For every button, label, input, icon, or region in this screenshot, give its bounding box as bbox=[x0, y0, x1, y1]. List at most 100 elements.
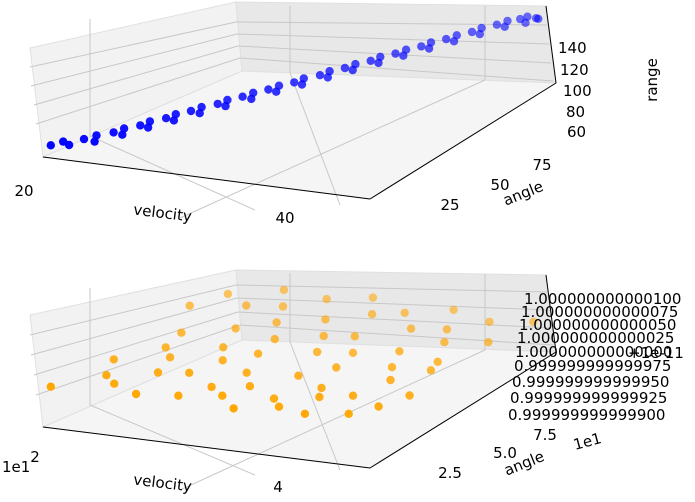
scatter-point bbox=[317, 383, 326, 393]
top-ytick-25: 25 bbox=[440, 196, 459, 214]
scatter-point bbox=[484, 338, 493, 347]
scatter-point bbox=[426, 366, 436, 375]
top-ytick-50: 50 bbox=[490, 176, 509, 194]
scatter-point bbox=[367, 310, 377, 319]
scatter-point bbox=[186, 106, 196, 116]
scatter-point bbox=[529, 317, 538, 327]
scatter-point bbox=[348, 348, 358, 357]
scatter-point bbox=[442, 34, 451, 44]
bottom-ztick-1: 0.999999999999925 bbox=[510, 389, 667, 407]
scatter-point bbox=[344, 409, 353, 418]
scatter-point bbox=[253, 349, 263, 358]
scatter-point bbox=[272, 87, 281, 96]
scatter-point bbox=[46, 141, 55, 150]
scatter-point bbox=[185, 301, 194, 310]
bottom-scatter-points bbox=[46, 285, 538, 418]
scatter-point bbox=[294, 371, 303, 380]
scatter-point bbox=[405, 391, 414, 400]
bottom-back-pane bbox=[235, 269, 557, 353]
scatter-point bbox=[207, 382, 216, 392]
scatter-point bbox=[143, 123, 153, 132]
scatter-point bbox=[269, 394, 279, 403]
scatter-point bbox=[348, 391, 358, 400]
top-ztick-100: 100 bbox=[563, 82, 592, 100]
scatter-point bbox=[64, 140, 74, 150]
scatter-point bbox=[321, 315, 330, 324]
scatter-point bbox=[131, 389, 141, 399]
bottom-ztick-6: 1.000000000000050 bbox=[519, 316, 676, 334]
scatter-point bbox=[102, 371, 111, 380]
scatter-point bbox=[242, 368, 251, 377]
scatter-point bbox=[475, 29, 484, 39]
scatter-point bbox=[90, 137, 99, 146]
scatter-point bbox=[374, 402, 383, 411]
scatter-point bbox=[332, 363, 341, 372]
scatter-point bbox=[223, 289, 233, 299]
scatter-point bbox=[109, 355, 119, 364]
scatter-point bbox=[366, 56, 375, 65]
scatter-point bbox=[449, 305, 458, 314]
scatter-point bbox=[399, 51, 408, 60]
scatter-point bbox=[110, 379, 119, 388]
scatter-point bbox=[340, 63, 350, 73]
bottom-xtick-4: 4 bbox=[273, 478, 283, 496]
scatter-point bbox=[274, 402, 284, 411]
scatter-point bbox=[387, 363, 397, 372]
top-ztick-80: 80 bbox=[566, 103, 585, 121]
scatter-point bbox=[534, 14, 543, 23]
bottom-ytick-7.5: 7.5 bbox=[533, 426, 557, 444]
scatter-point bbox=[315, 392, 324, 402]
scatter-point bbox=[391, 49, 400, 58]
scatter-point bbox=[400, 308, 409, 317]
scatter-point bbox=[272, 318, 281, 327]
bottom-ztick-2: 0.999999999999950 bbox=[512, 373, 669, 391]
scatter-point bbox=[350, 332, 359, 341]
bottom-xtick-2: 2 bbox=[30, 448, 40, 466]
scatter-point bbox=[442, 325, 452, 334]
scatter-point bbox=[322, 294, 331, 304]
scatter-point bbox=[500, 22, 509, 31]
scatter-point bbox=[219, 343, 228, 352]
scatter-point bbox=[264, 85, 273, 94]
top-ztick-120: 120 bbox=[560, 61, 589, 79]
scatter-point bbox=[313, 347, 322, 357]
bottom-z-offset: +1e-11 bbox=[628, 344, 684, 362]
bottom-axes: 1e1 2 4 velocity 2.5 5.0 7.5 angle 1e1 0… bbox=[2, 269, 684, 496]
top-ztick-60: 60 bbox=[567, 123, 586, 141]
top-xtick-20: 20 bbox=[14, 182, 33, 200]
bottom-ytick-2.5: 2.5 bbox=[438, 464, 462, 482]
scatter-point bbox=[218, 356, 227, 365]
scatter-point bbox=[300, 409, 310, 418]
scatter-point bbox=[185, 368, 194, 377]
scatter-point bbox=[433, 357, 442, 366]
bottom-grid bbox=[29, 273, 554, 491]
scatter-point bbox=[242, 301, 251, 310]
top-ytick-75: 75 bbox=[532, 156, 551, 174]
scatter-point bbox=[368, 293, 378, 302]
scatter-point bbox=[424, 44, 434, 53]
scatter-point bbox=[417, 42, 426, 51]
scatter-point bbox=[315, 71, 325, 80]
scatter-point bbox=[174, 391, 183, 400]
scatter-point bbox=[109, 128, 118, 137]
top-xtick-40: 40 bbox=[275, 209, 294, 227]
scatter-point bbox=[521, 18, 530, 27]
scatter-point bbox=[136, 121, 145, 130]
scatter-point bbox=[297, 80, 307, 89]
scatter-point bbox=[279, 285, 289, 295]
bottom-ztick-7: 1.000000000000075 bbox=[521, 303, 678, 321]
bottom-ytick-5.0: 5.0 bbox=[493, 444, 517, 462]
scatter-point bbox=[165, 353, 175, 362]
scatter-point bbox=[323, 73, 332, 82]
top-zlabel: range bbox=[643, 58, 661, 102]
scatter-point bbox=[221, 101, 230, 111]
scatter-point bbox=[231, 324, 240, 333]
scatter-point bbox=[247, 94, 256, 104]
bottom-ztick-3: 0.999999999999975 bbox=[514, 357, 671, 375]
scatter-point bbox=[229, 404, 238, 413]
top-axes: 20 40 velocity 25 50 75 angle 60 80 100 … bbox=[14, 1, 661, 227]
scatter-point bbox=[319, 331, 328, 341]
scatter-point bbox=[238, 92, 247, 101]
